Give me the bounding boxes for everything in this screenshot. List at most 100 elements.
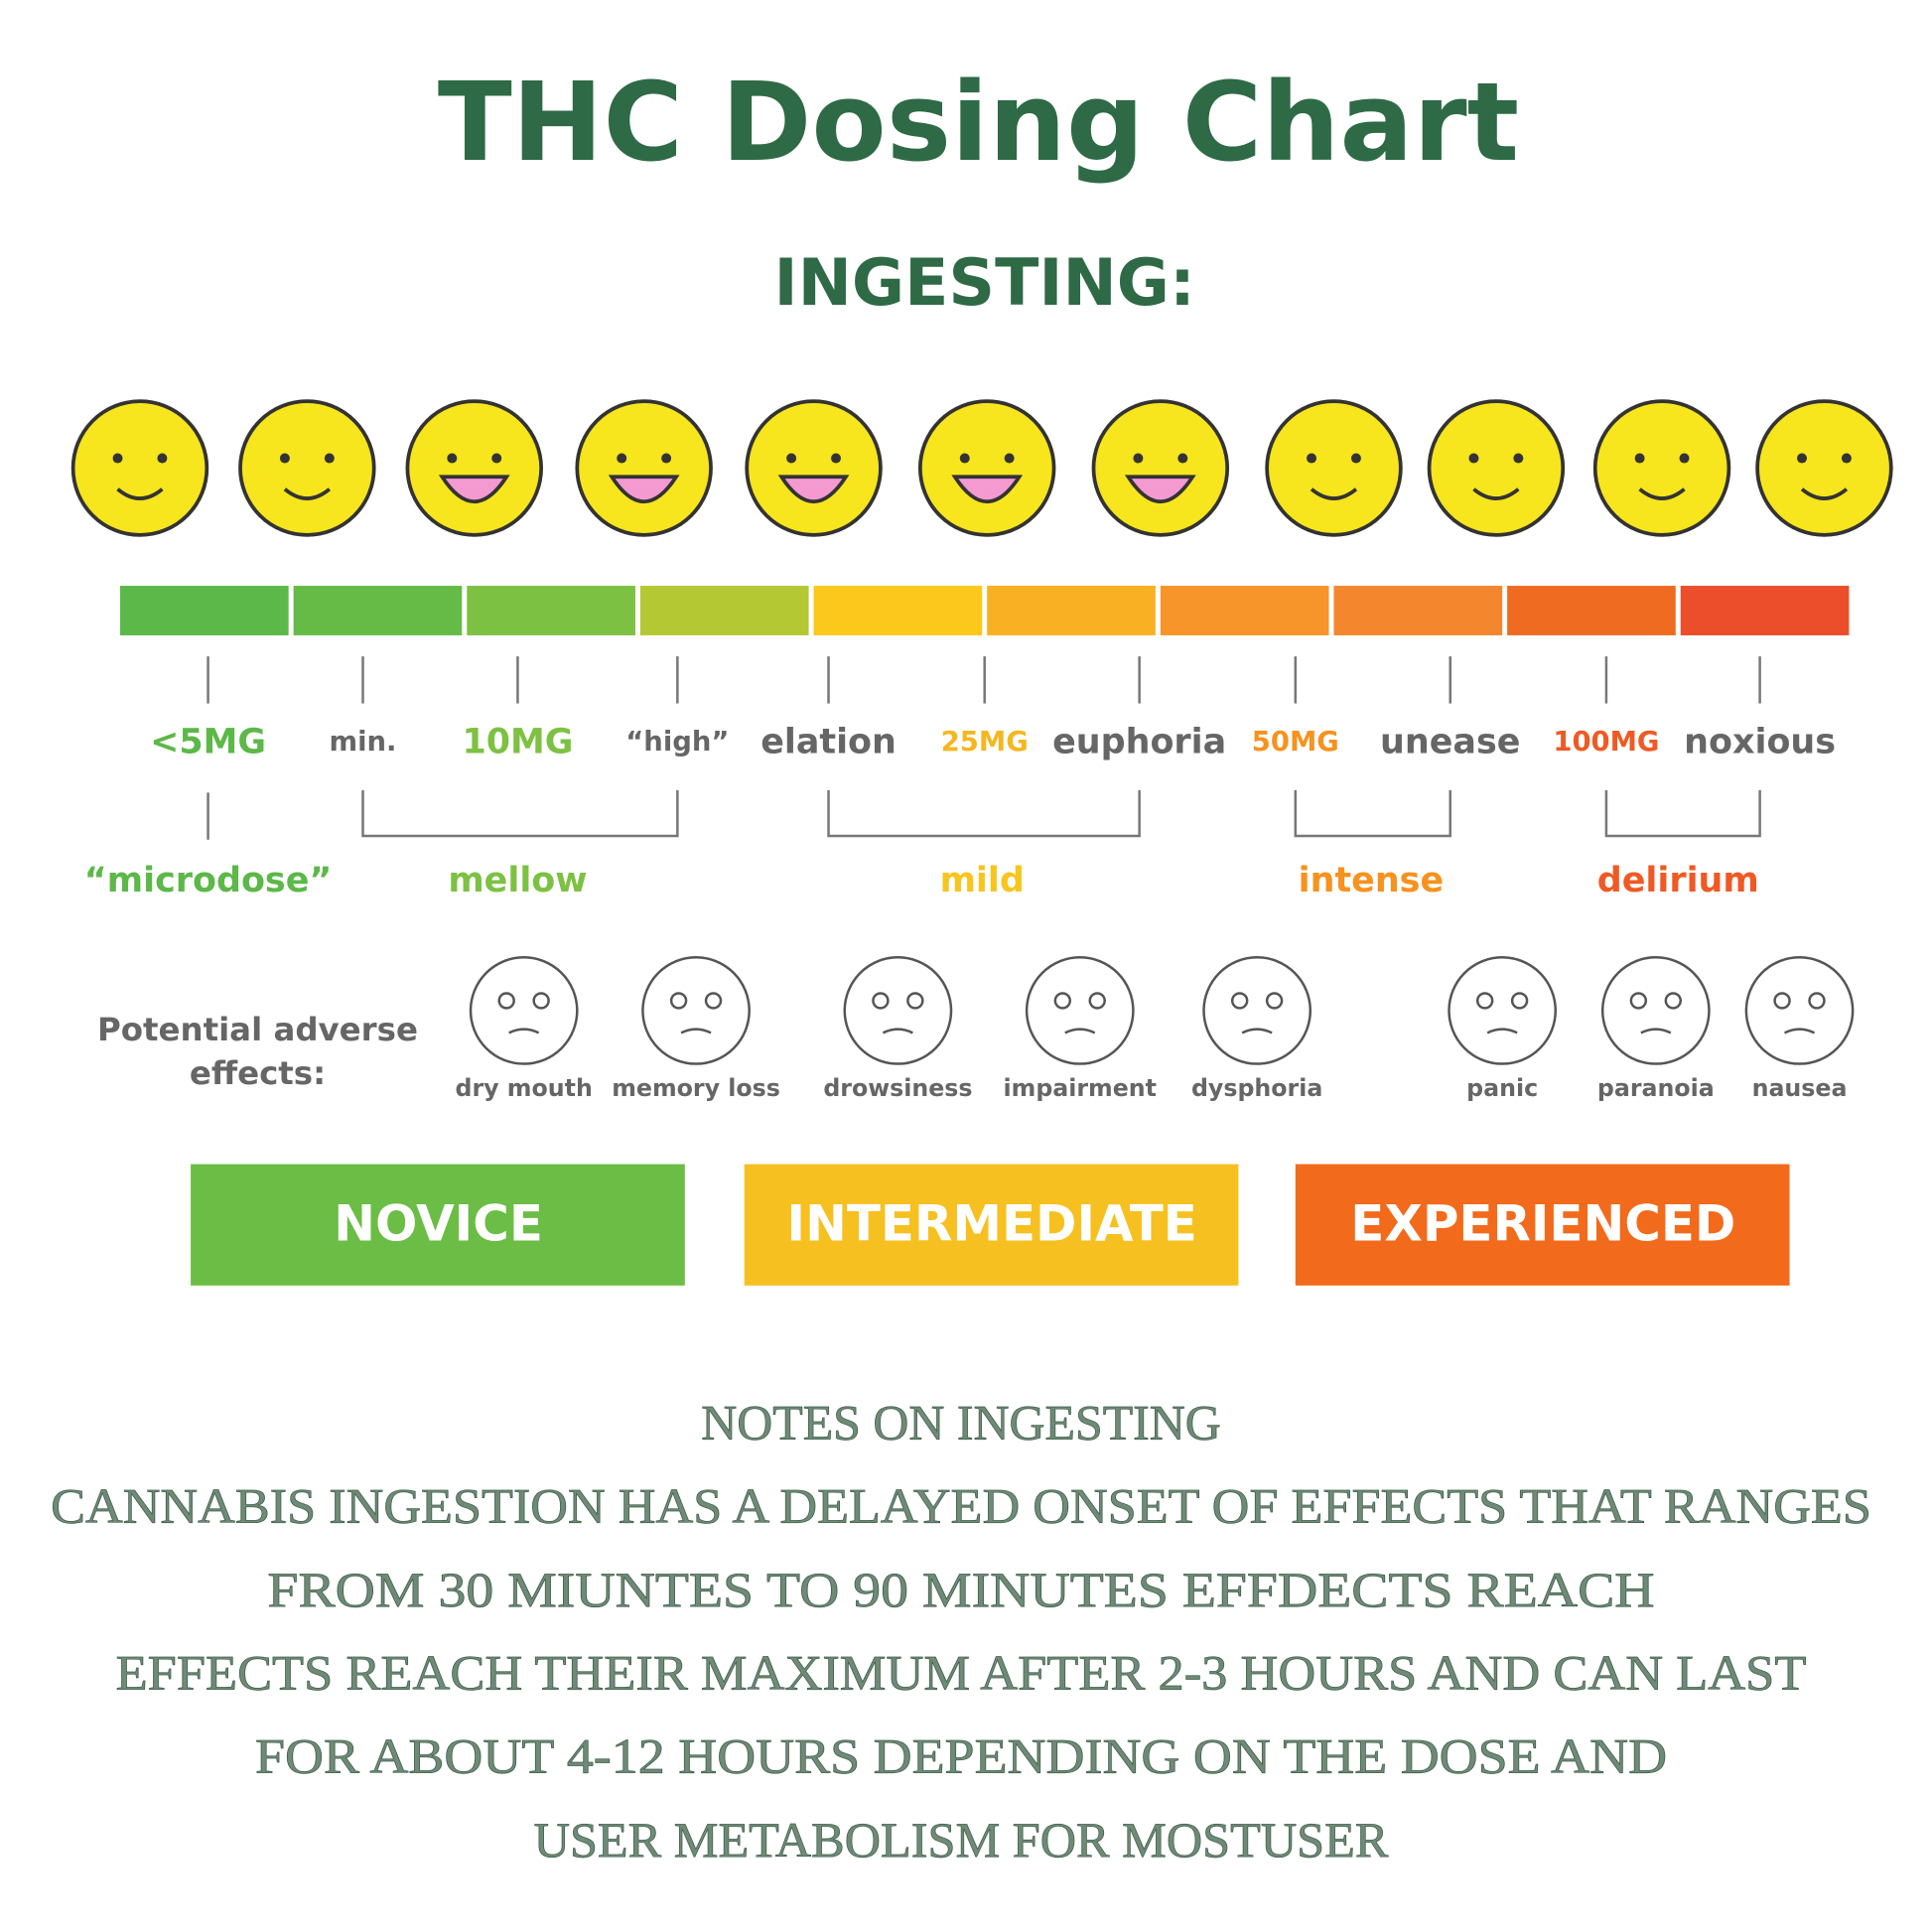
scale-label: euphoria bbox=[1052, 722, 1226, 761]
eye bbox=[1679, 453, 1690, 464]
range-label: mild bbox=[940, 861, 1025, 900]
effect-circle bbox=[469, 956, 579, 1065]
face-circle bbox=[1091, 399, 1230, 537]
face bbox=[238, 399, 376, 537]
mouth bbox=[438, 475, 510, 503]
scale-segment bbox=[467, 586, 635, 635]
level-box bbox=[744, 1164, 1239, 1286]
scale-segment bbox=[1160, 586, 1329, 635]
effect-circle bbox=[1448, 956, 1558, 1065]
eye bbox=[872, 992, 890, 1010]
effect-face bbox=[1600, 956, 1711, 1065]
eye bbox=[497, 992, 515, 1010]
scale-label: 50MG bbox=[1252, 727, 1339, 758]
scale-segment bbox=[813, 586, 983, 635]
bracket bbox=[827, 789, 1141, 838]
effect-label: impairment bbox=[1004, 1074, 1157, 1102]
eye bbox=[112, 453, 123, 464]
scale-label: noxious bbox=[1684, 722, 1836, 761]
effect-circle bbox=[1744, 956, 1855, 1065]
eye bbox=[661, 453, 672, 464]
face bbox=[575, 399, 713, 537]
scale-label: min. bbox=[330, 727, 397, 758]
face-circle bbox=[238, 399, 376, 537]
eye bbox=[1475, 992, 1494, 1010]
range-label: intense bbox=[1299, 861, 1444, 900]
level-label: NOVICE bbox=[334, 1195, 543, 1253]
eye bbox=[1841, 453, 1852, 464]
effect-face bbox=[843, 956, 953, 1065]
level-label: EXPERIENCED bbox=[1350, 1195, 1735, 1253]
face-circle bbox=[70, 399, 209, 537]
scale-segment bbox=[639, 586, 809, 635]
effect-label: dysphoria bbox=[1191, 1074, 1322, 1102]
eye bbox=[906, 992, 924, 1010]
eye bbox=[1634, 453, 1645, 464]
level-label: INTERMEDIATE bbox=[787, 1195, 1197, 1253]
notes-title: NOTES ON INGESTING bbox=[701, 1396, 1221, 1450]
scale-segment bbox=[293, 586, 463, 635]
scale-label: “high” bbox=[625, 727, 729, 758]
face bbox=[1592, 399, 1731, 537]
bracket bbox=[361, 789, 679, 838]
face bbox=[405, 399, 544, 537]
effect-face bbox=[1448, 956, 1558, 1065]
mouth bbox=[508, 1028, 540, 1035]
face bbox=[70, 399, 209, 537]
face bbox=[1265, 399, 1403, 537]
eye bbox=[1177, 453, 1188, 464]
range-label: delirium bbox=[1597, 861, 1759, 900]
face bbox=[1427, 399, 1566, 537]
face-circle bbox=[1427, 399, 1566, 537]
note-line: FOR ABOUT 4-12 HOURS DEPENDING ON THE DO… bbox=[255, 1728, 1667, 1783]
scale-label: elation bbox=[760, 722, 897, 761]
effect-circle bbox=[1202, 956, 1312, 1065]
note-line: USER METABOLISM FOR MOSTUSER bbox=[534, 1813, 1389, 1867]
eye bbox=[279, 453, 290, 464]
effect-circle bbox=[1600, 956, 1711, 1065]
mouth bbox=[1640, 1028, 1672, 1035]
effect-label: memory loss bbox=[612, 1074, 780, 1102]
effect-face bbox=[1025, 956, 1135, 1065]
eye bbox=[447, 453, 458, 464]
face-circle bbox=[575, 399, 713, 537]
eye bbox=[1004, 453, 1015, 464]
bracket bbox=[1294, 789, 1451, 838]
eye bbox=[1468, 453, 1479, 464]
scale-label: 100MG bbox=[1553, 727, 1659, 758]
adverse-label: Potential adverse bbox=[97, 1011, 418, 1048]
eye bbox=[1808, 992, 1826, 1010]
effect-circle bbox=[1025, 956, 1135, 1065]
note-line: FROM 30 MIUNTES TO 90 MINUTES EFFDECTS R… bbox=[267, 1563, 1654, 1617]
mouth bbox=[1783, 1028, 1816, 1035]
scale-segment bbox=[1680, 586, 1850, 635]
scale-segment bbox=[1333, 586, 1503, 635]
eye bbox=[1797, 453, 1808, 464]
mouth bbox=[1472, 487, 1520, 500]
note-line: CANNABIS INGESTION HAS A DELAYED ONSET O… bbox=[51, 1478, 1871, 1533]
effect-face bbox=[1202, 956, 1312, 1065]
note-line: EFFECTS REACH THEIR MAXIMUM AFTER 2-3 HO… bbox=[116, 1646, 1807, 1701]
eye bbox=[1053, 992, 1072, 1010]
title: THC Dosing Chart bbox=[438, 59, 1519, 186]
eye bbox=[1133, 453, 1144, 464]
level-box bbox=[191, 1164, 685, 1286]
eye bbox=[617, 453, 627, 464]
eye bbox=[532, 992, 550, 1010]
eye bbox=[669, 992, 688, 1010]
bracket bbox=[1604, 789, 1761, 838]
subtitle: INGESTING: bbox=[773, 246, 1195, 321]
face bbox=[1755, 399, 1893, 537]
effect-circle bbox=[641, 956, 751, 1065]
eye bbox=[1773, 992, 1791, 1010]
mouth bbox=[680, 1028, 712, 1035]
face bbox=[1091, 399, 1230, 537]
scale-segment bbox=[120, 586, 289, 635]
mouth bbox=[882, 1028, 913, 1035]
face bbox=[745, 399, 883, 537]
face-circle bbox=[405, 399, 544, 537]
effect-circle bbox=[843, 956, 953, 1065]
range-label: mellow bbox=[448, 861, 587, 900]
scale-label: <5MG bbox=[150, 722, 266, 761]
